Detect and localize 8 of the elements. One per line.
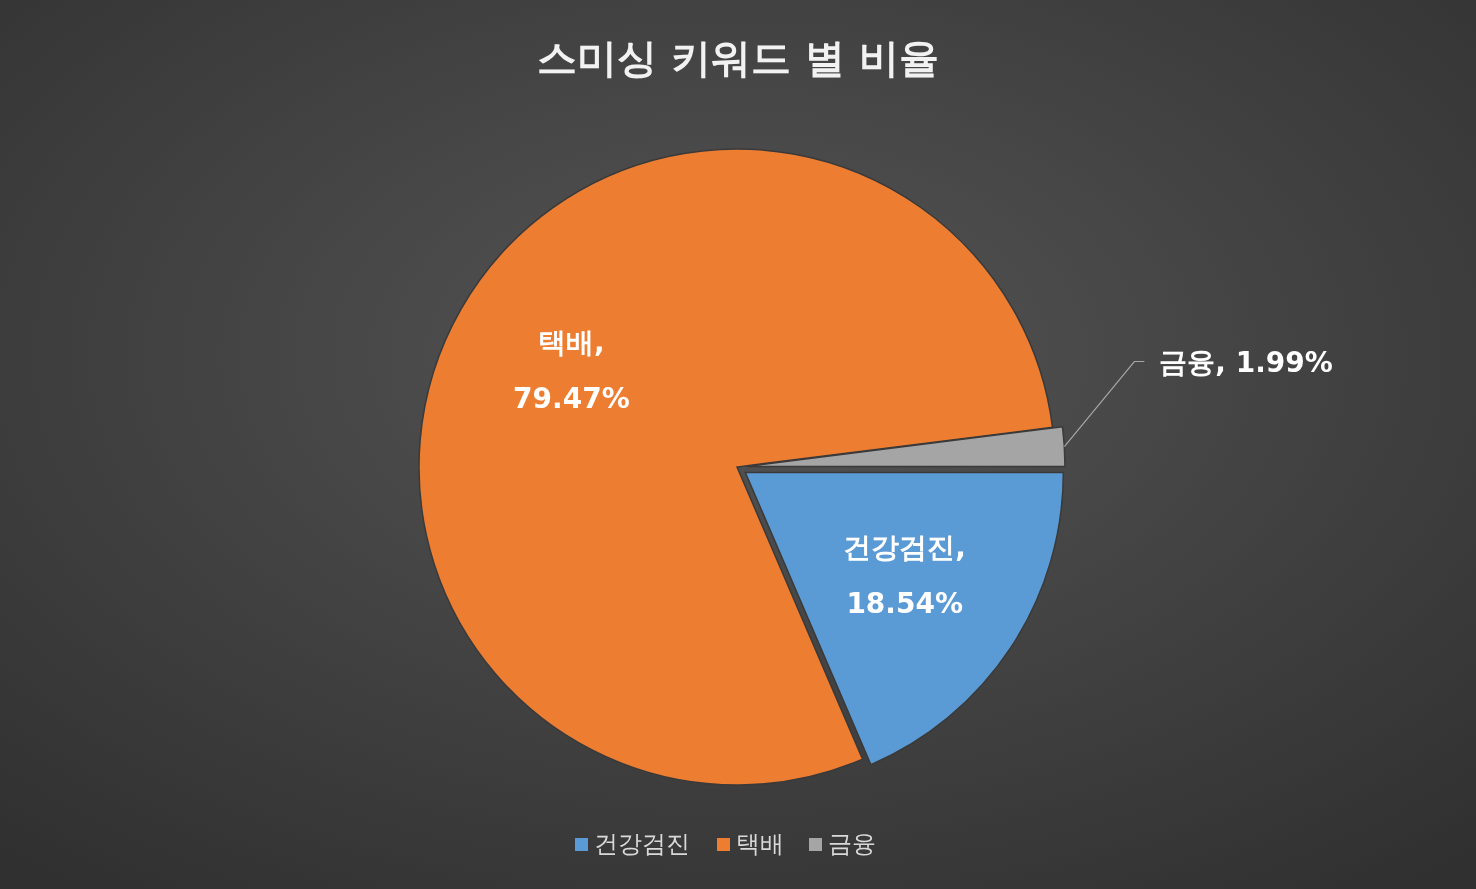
slice-label: 택배 <box>736 830 784 858</box>
pie: 건강검진, 18.54% 택배, 79.47% <box>418 148 1145 786</box>
data-label: 금융, 1.99% <box>1159 345 1333 379</box>
data-label: 택배, 79.47% <box>513 326 630 416</box>
chart-title: 스미싱 키워드 별 비율 <box>537 35 939 81</box>
legend-label: 금융 <box>828 830 876 858</box>
legend-label: 건강검진 <box>594 830 690 858</box>
data-label: 건강검진, 18.54% <box>843 531 967 621</box>
